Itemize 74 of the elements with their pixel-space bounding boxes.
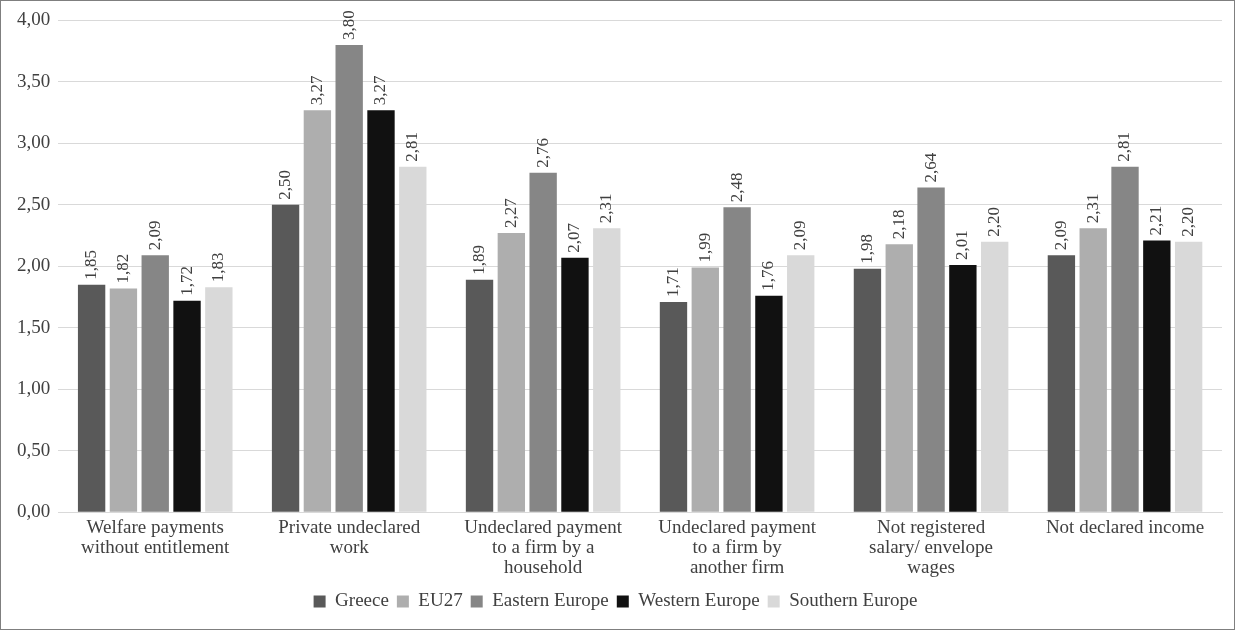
x-tick-label: Welfare payments without entitlement [81,516,231,558]
data-label: 2,81 [402,131,422,162]
bar [853,268,882,512]
bar [1047,255,1076,512]
data-label: 2,64 [920,152,940,183]
data-label: 2,21 [1146,205,1166,236]
bar [659,301,688,512]
data-label: 2,81 [1114,131,1134,162]
data-label: 1,82 [112,253,132,284]
data-label: 2,09 [790,220,810,251]
data-label: 2,48 [726,172,746,203]
bar [141,255,169,512]
bar [1079,228,1107,512]
data-label: 1,72 [176,265,196,296]
data-label: 2,31 [1082,193,1102,224]
y-tick-label: 2,00 [17,254,51,276]
bar [173,300,201,512]
data-label: 2,50 [275,170,295,200]
bar [885,244,913,512]
x-tick-label: Not registered salary/ envelope wages [869,516,994,578]
bar [497,233,526,512]
legend-label: EU27 [418,589,463,611]
x-tick-label: Undeclared payment to a firm by a household [464,516,623,578]
y-tick-label: 0,50 [17,438,51,460]
bar [949,265,977,512]
bar [367,110,395,512]
data-label: 1,83 [208,252,228,283]
bar [755,295,783,512]
y-tick-label: 4,00 [17,8,51,30]
y-tick-label: 0,00 [17,500,51,522]
bar [271,204,300,512]
legend-label: Western Europe [638,589,760,611]
bar [691,267,719,512]
data-label: 2,31 [596,193,616,224]
bar [465,279,494,512]
data-label: 3,80 [338,10,358,40]
y-tick-label: 1,00 [17,377,51,399]
bar [335,44,363,512]
y-tick-label: 3,50 [17,69,51,91]
data-label: 1,89 [469,245,488,275]
data-label: 2,20 [984,206,1004,237]
y-tick-label: 3,00 [17,131,51,153]
data-label: 2,09 [1050,220,1070,251]
x-tick-label: Undeclared payment to a firm by another firm [658,516,817,578]
bar [1143,240,1171,512]
bar [561,257,589,512]
x-tick-label: Private undeclared work [278,516,421,558]
data-label: 1,71 [662,267,682,297]
x-tick-label: Not declared income [1045,516,1205,538]
y-tick-label: 1,50 [17,315,51,337]
data-label: 1,76 [758,261,778,291]
data-label: 2,07 [564,222,584,253]
legend-label: Greece [335,589,389,611]
data-label: 1,98 [856,233,876,264]
data-label: 2,76 [532,138,552,168]
data-label: 2,18 [888,209,908,240]
data-label: 2,01 [952,230,972,261]
data-label: 1,85 [81,249,101,280]
bar [303,110,332,512]
bar [1111,166,1139,512]
bar [529,172,557,512]
legend-label: Southern Europe [789,589,918,611]
data-label: 3,27 [306,74,326,106]
data-label: 2,27 [500,197,520,229]
data-label: 2,20 [1178,206,1198,237]
y-tick-label: 2,50 [17,192,51,214]
data-label: 2,09 [144,220,164,251]
data-label: 1,99 [694,232,714,263]
bar [917,187,945,512]
bar [109,288,138,512]
data-label: 3,27 [370,74,390,106]
bar [77,284,106,512]
legend-label: Eastern Europe [492,589,609,611]
bar [723,207,751,512]
